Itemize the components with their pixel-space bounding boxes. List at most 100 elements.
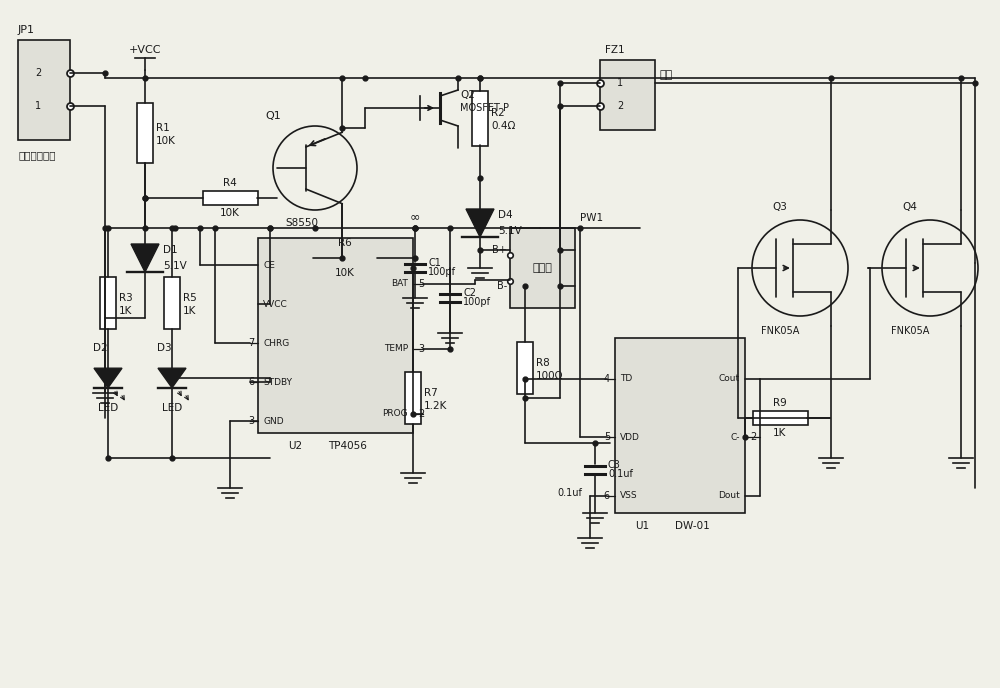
Text: 1K: 1K (119, 306, 132, 316)
Bar (405, 372, 421, 424)
Polygon shape (94, 368, 122, 388)
Text: MOSFET P: MOSFET P (460, 103, 509, 113)
Text: 100pf: 100pf (428, 267, 456, 277)
Text: 7: 7 (248, 338, 254, 348)
Bar (258, 238, 413, 433)
Text: 10K: 10K (220, 208, 240, 218)
Text: Q2: Q2 (460, 90, 475, 100)
Bar (615, 338, 745, 513)
Text: Q3: Q3 (773, 202, 787, 212)
Text: JP1: JP1 (18, 25, 35, 35)
Text: DW-01: DW-01 (675, 521, 710, 531)
Bar (472, 91, 488, 145)
Text: D3: D3 (157, 343, 171, 353)
Text: VDD: VDD (620, 433, 640, 442)
Text: TD: TD (620, 374, 632, 383)
Bar (203, 191, 258, 205)
Text: 外部输入电源: 外部输入电源 (18, 150, 56, 160)
Text: CHRG: CHRG (263, 338, 289, 348)
Text: Q4: Q4 (903, 202, 917, 212)
Text: Dout: Dout (718, 491, 740, 500)
Text: 10K: 10K (335, 268, 355, 278)
Bar (100, 277, 116, 329)
Text: 3: 3 (418, 343, 424, 354)
Text: 5.1V: 5.1V (163, 261, 187, 271)
Text: S8550: S8550 (285, 218, 318, 228)
Text: 1.2K: 1.2K (424, 401, 447, 411)
Text: B+: B+ (492, 246, 507, 255)
Text: 2: 2 (750, 432, 756, 442)
Text: BAT: BAT (391, 279, 408, 288)
Text: R9: R9 (773, 398, 787, 408)
Text: LED: LED (162, 403, 182, 413)
Text: B-: B- (497, 281, 507, 290)
Text: D4: D4 (498, 210, 513, 220)
Bar (137, 103, 153, 163)
Bar (753, 411, 808, 425)
Text: 10K: 10K (156, 136, 176, 146)
Text: 5.1V: 5.1V (498, 226, 522, 236)
Text: PW1: PW1 (580, 213, 603, 223)
Text: C-: C- (730, 433, 740, 442)
Text: R5: R5 (183, 293, 197, 303)
Text: FNK05A: FNK05A (761, 326, 799, 336)
Text: 0.1uf: 0.1uf (558, 488, 582, 498)
Text: 100Ω: 100Ω (536, 371, 564, 381)
Polygon shape (466, 209, 494, 237)
Text: 1K: 1K (183, 306, 196, 316)
Text: 1K: 1K (773, 428, 787, 438)
Text: 5: 5 (604, 432, 610, 442)
Text: TEMP: TEMP (384, 344, 408, 353)
Text: 6: 6 (248, 377, 254, 387)
Text: 锂电池: 锂电池 (533, 263, 552, 273)
Text: FNK05A: FNK05A (891, 326, 929, 336)
Text: R7: R7 (424, 388, 438, 398)
Text: 负载: 负载 (660, 70, 673, 80)
Bar (164, 277, 180, 329)
Text: Q1: Q1 (265, 111, 281, 121)
Text: D2: D2 (93, 343, 107, 353)
Text: CE: CE (263, 261, 275, 270)
Text: PROG: PROG (382, 409, 408, 418)
Text: VSS: VSS (620, 491, 638, 500)
Text: 2: 2 (617, 101, 623, 111)
Text: Cout: Cout (719, 374, 740, 383)
Text: TP4056: TP4056 (328, 441, 367, 451)
Text: C2: C2 (463, 288, 476, 298)
Text: FZ1: FZ1 (605, 45, 625, 55)
Text: R4: R4 (223, 178, 237, 188)
Text: 3: 3 (248, 416, 254, 427)
Text: 2: 2 (418, 409, 424, 418)
Polygon shape (158, 368, 186, 388)
Text: ∞: ∞ (410, 210, 420, 223)
Text: R1: R1 (156, 123, 170, 133)
Text: VVCC: VVCC (263, 300, 288, 309)
Text: R2: R2 (491, 108, 505, 118)
Text: R6: R6 (338, 238, 352, 248)
Text: 0.4Ω: 0.4Ω (491, 121, 515, 131)
Text: LED: LED (98, 403, 118, 413)
Text: 1: 1 (617, 78, 623, 88)
Text: 1: 1 (35, 101, 41, 111)
Text: 6: 6 (604, 491, 610, 500)
Text: C3: C3 (608, 460, 621, 470)
Bar (510, 228, 575, 308)
Text: 100pf: 100pf (463, 297, 491, 307)
Text: D1: D1 (163, 245, 178, 255)
Bar (600, 60, 655, 130)
Text: U2: U2 (288, 441, 302, 451)
Bar (18, 40, 70, 140)
Text: 4: 4 (604, 374, 610, 384)
Text: 0.1uf: 0.1uf (608, 469, 633, 479)
Text: R3: R3 (119, 293, 133, 303)
Text: R8: R8 (536, 358, 550, 368)
Text: C1: C1 (428, 258, 441, 268)
Text: U1: U1 (635, 521, 649, 531)
Text: 5: 5 (418, 279, 424, 288)
Polygon shape (131, 244, 159, 272)
Text: +VCC: +VCC (129, 45, 161, 55)
Bar (517, 342, 533, 394)
Bar (313, 251, 378, 265)
Text: 2: 2 (35, 68, 41, 78)
Text: GND: GND (263, 417, 284, 426)
